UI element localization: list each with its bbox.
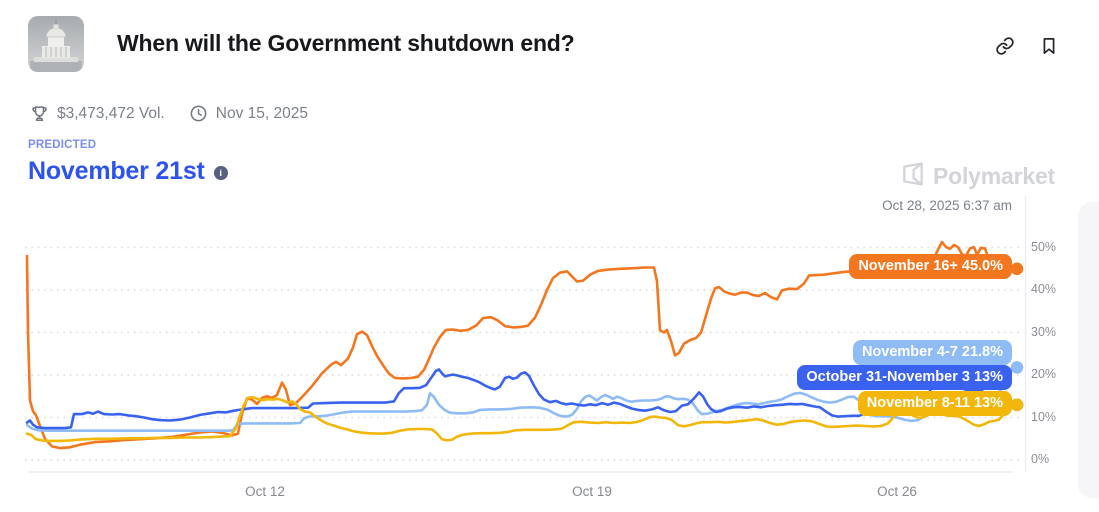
y-axis-label-50: 50% xyxy=(1031,239,1057,254)
polymarket-logo-icon xyxy=(900,161,926,192)
y-axis-label-40: 40% xyxy=(1031,282,1057,296)
market-meta: $3,473,472 Vol. Nov 15, 2025 xyxy=(30,104,308,123)
link-icon[interactable] xyxy=(995,36,1015,56)
series-label-october-31-november-3: October 31-November 3 13% xyxy=(797,365,1012,390)
header-actions xyxy=(995,36,1059,56)
predicted-row: November 21st i xyxy=(28,157,228,186)
x-axis-label-oct-19: Oct 19 xyxy=(572,484,612,499)
end-date-label: Nov 15, 2025 xyxy=(215,104,308,122)
x-axis-label-oct-26: Oct 26 xyxy=(877,484,917,499)
adjacent-panel-edge xyxy=(1078,202,1099,498)
market-thumbnail-capitol xyxy=(28,16,84,72)
polymarket-watermark: Polymarket xyxy=(900,161,1055,192)
x-axis-label-oct-12: Oct 12 xyxy=(245,484,285,499)
series-end-dot-1 xyxy=(1010,361,1024,374)
y-axis-label-30: 30% xyxy=(1031,324,1057,339)
y-axis-label-0: 0% xyxy=(1031,452,1050,466)
capitol-image xyxy=(28,16,84,72)
trophy-icon xyxy=(30,104,49,123)
market-title: When will the Government shutdown end? xyxy=(117,30,575,56)
series-end-dot-0 xyxy=(1010,262,1024,276)
chart-timestamp: Oct 28, 2025 6:37 am xyxy=(882,198,1012,213)
predicted-value: November 21st xyxy=(28,157,205,185)
info-icon[interactable]: i xyxy=(213,166,228,180)
predicted-label: PREDICTED xyxy=(28,139,97,151)
series-end-dot-3 xyxy=(1010,398,1024,412)
clock-icon xyxy=(189,104,208,123)
series-label-november-8-11: November 8-11 13% xyxy=(857,391,1012,416)
series-label-november-4-7: November 4-7 21.8% xyxy=(852,340,1012,365)
series-label-november-16plus: November 16+ 45.0% xyxy=(849,254,1012,279)
volume-label: $3,473,472 Vol. xyxy=(57,104,165,122)
bookmark-icon[interactable] xyxy=(1039,36,1059,56)
polymarket-wordmark: Polymarket xyxy=(932,163,1055,189)
y-axis-label-10: 10% xyxy=(1031,409,1057,424)
y-axis-label-20: 20% xyxy=(1031,367,1057,381)
